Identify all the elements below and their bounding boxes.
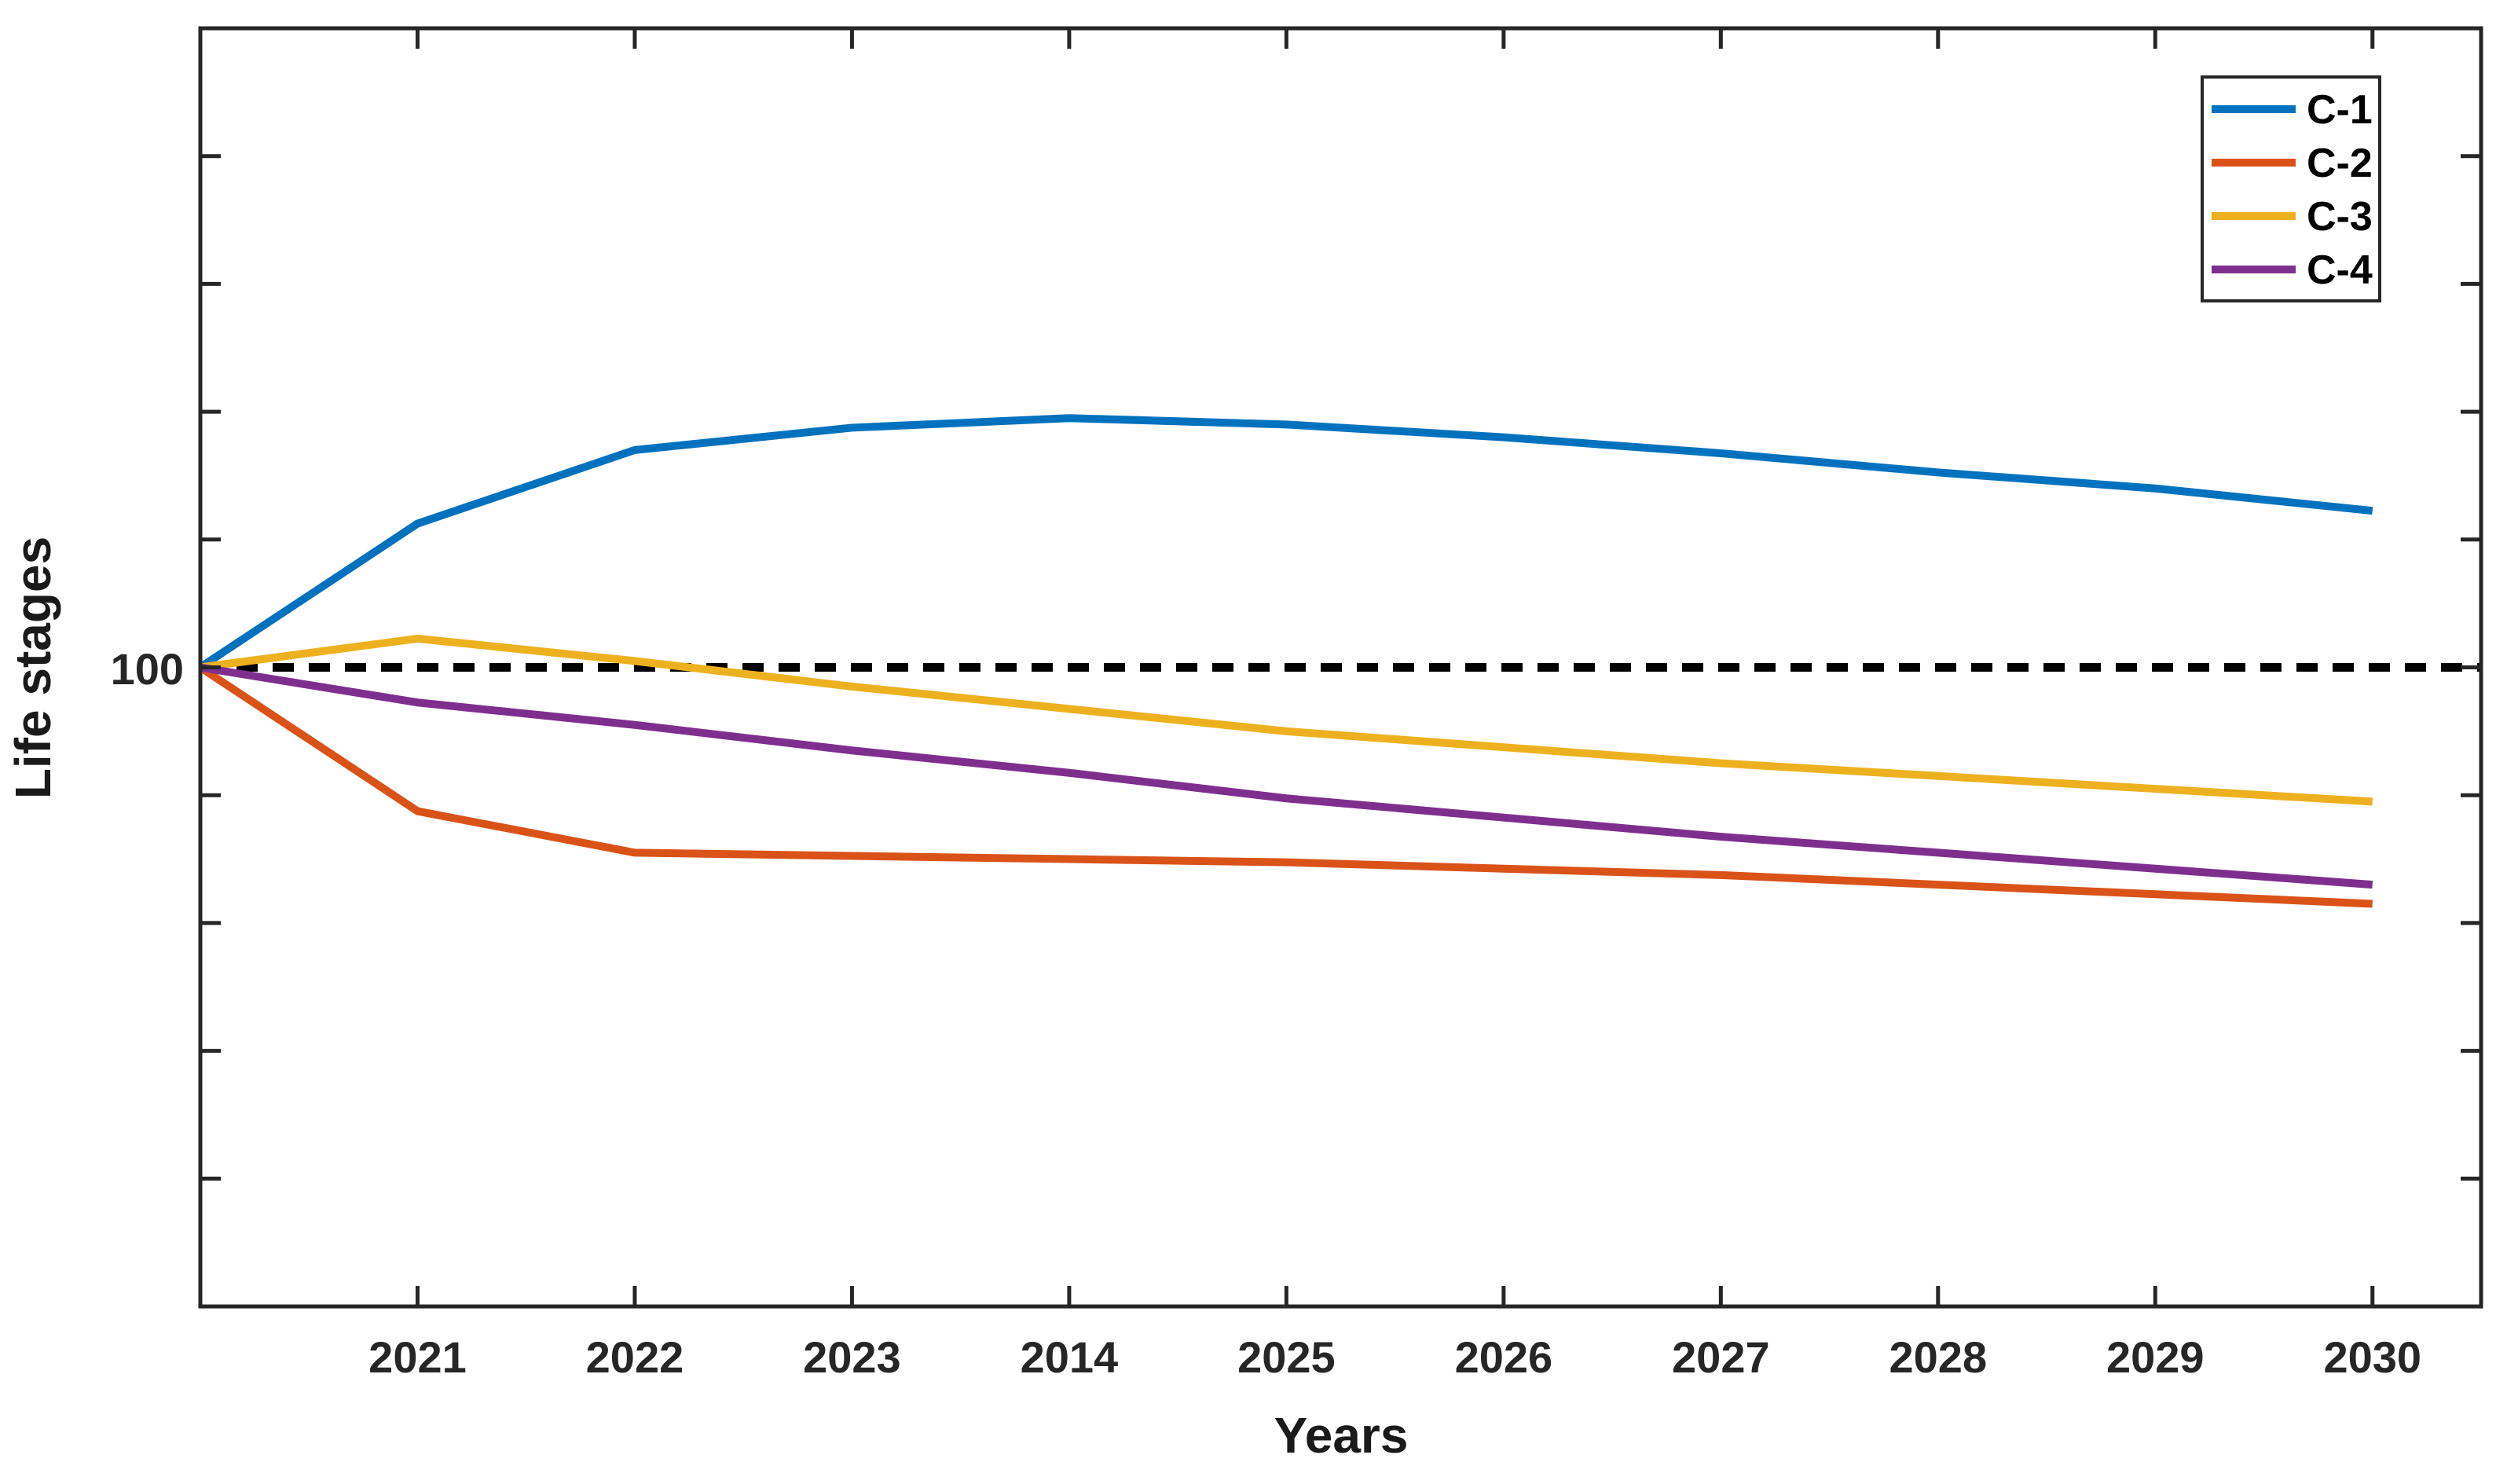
x-axis-label: Years — [1274, 1407, 1409, 1464]
legend-label-C-2: C-2 — [2307, 141, 2373, 186]
x-tick-label: 2023 — [803, 1332, 901, 1382]
x-tick-label: 2025 — [1237, 1332, 1336, 1382]
plot-area — [198, 26, 2483, 1309]
series-line-C-1 — [198, 414, 2373, 671]
y-axis-label: Life stages — [5, 537, 61, 799]
x-tick-label: 2028 — [1889, 1332, 1988, 1382]
legend-label-C-1: C-1 — [2307, 87, 2373, 133]
legend-label-C-4: C-4 — [2307, 247, 2373, 293]
series-line-C-3 — [200, 634, 2373, 806]
x-tick-label: 2022 — [586, 1332, 684, 1382]
x-tick-label: 2029 — [2106, 1332, 2205, 1382]
series-line-C-4 — [200, 663, 2373, 889]
x-tick-labels: 2021 2022 2023 2014 2025 2026 2027 2028 2029 2030 — [368, 1332, 2421, 1382]
x-tick-label: 2014 — [1021, 1332, 1119, 1382]
legend-box — [2201, 75, 2381, 302]
y-tick-label: 100 — [111, 644, 184, 694]
series-line-C-2 — [198, 664, 2373, 908]
x-tick-label: 2030 — [2323, 1332, 2421, 1382]
x-tick-label: 2027 — [1672, 1332, 1770, 1382]
legend: C-1 C-2 C-3 C-4 — [2201, 75, 2381, 302]
x-tick-label: 2026 — [1455, 1332, 1553, 1382]
legend-label-C-3: C-3 — [2307, 194, 2373, 240]
x-tick-label: 2021 — [368, 1332, 467, 1382]
